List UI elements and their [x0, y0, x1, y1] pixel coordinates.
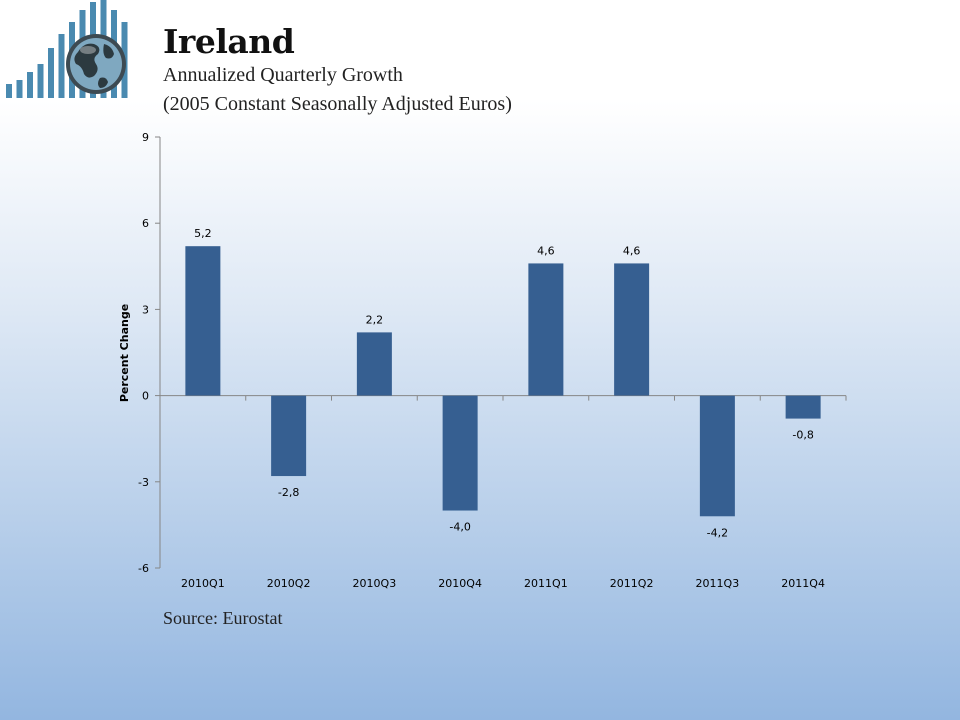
y-tick-label: -3 — [138, 476, 149, 489]
y-tick-label: -6 — [138, 562, 149, 575]
data-label: -0,8 — [792, 429, 813, 442]
data-label: -2,8 — [278, 486, 299, 499]
data-label: 5,2 — [194, 227, 212, 240]
data-label: -4,0 — [449, 521, 470, 534]
data-label: 4,6 — [537, 244, 555, 257]
y-tick-label: 3 — [142, 303, 149, 316]
logo-bar — [48, 48, 54, 98]
bar — [614, 263, 650, 396]
bar — [528, 263, 564, 396]
bar — [185, 246, 221, 396]
bar — [785, 395, 821, 419]
data-label: 4,6 — [623, 244, 641, 257]
globe-icon — [66, 34, 126, 94]
page-title: Ireland — [163, 22, 295, 61]
x-tick-label: 2010Q4 — [438, 577, 482, 590]
logo-bar — [27, 72, 33, 98]
logo-bar — [16, 80, 23, 98]
source-note: Source: Eurostat — [163, 608, 283, 628]
y-tick-label: 6 — [142, 217, 149, 230]
bar — [271, 395, 307, 477]
x-tick-label: 2010Q2 — [267, 577, 311, 590]
logo-bar — [6, 84, 12, 98]
chart-subtitle-line-2: (2005 Constant Seasonally Adjusted Euros… — [163, 93, 512, 115]
x-tick-label: 2011Q2 — [610, 577, 654, 590]
y-tick-label: 9 — [142, 131, 149, 144]
y-axis-title: Percent Change — [118, 304, 131, 402]
x-tick-label: 2011Q4 — [781, 577, 825, 590]
x-tick-label: 2011Q1 — [524, 577, 568, 590]
logo-bar — [37, 64, 44, 98]
logo-bar — [58, 34, 65, 98]
bar — [356, 332, 392, 396]
x-tick-label: 2010Q1 — [181, 577, 225, 590]
globe-bar-chart-logo — [6, 0, 128, 98]
bar — [442, 395, 478, 511]
chart-subtitle-line-1: Annualized Quarterly Growth — [163, 64, 403, 86]
x-tick-label: 2011Q3 — [696, 577, 740, 590]
data-label: 2,2 — [366, 313, 384, 326]
bar — [699, 395, 735, 517]
data-label: -4,2 — [707, 526, 728, 539]
y-tick-label: 0 — [142, 390, 149, 403]
x-tick-label: 2010Q3 — [353, 577, 397, 590]
